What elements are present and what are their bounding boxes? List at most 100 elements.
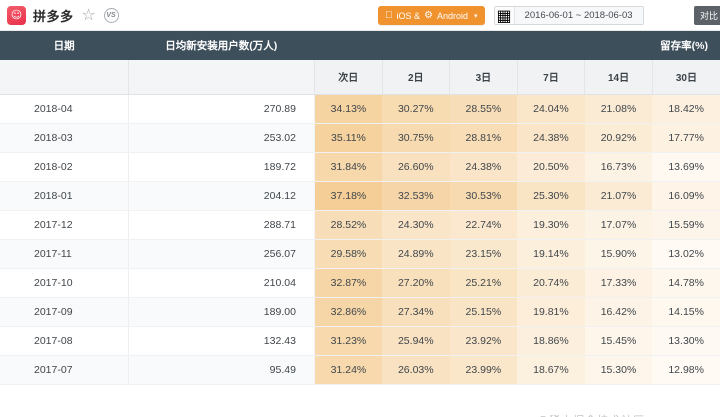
platform-select-button[interactable]:  iOS & ⚙ Android ▾ — [378, 6, 485, 25]
cell-installs: 270.89 — [128, 94, 315, 124]
table-sub-header-row: 次日 2日 3日 7日 14日 30日 — [0, 60, 720, 95]
table-row[interactable]: 2018-02 189.72 31.84% 26.60% 24.38% 20.50% 16.… — [0, 152, 720, 182]
table-row[interactable]: 2017-10 210.04 32.87% 27.20% 25.21% 20.74% 17.… — [0, 268, 720, 298]
table-row[interactable]: 2017-08 132.43 31.23% 25.94% 23.92% 18.86% 15.… — [0, 326, 720, 356]
cell-retention-次日: 32.87% — [314, 268, 382, 298]
table-row[interactable]: 2017-07 95.49 31.24% 26.03% 23.99% 18.67% 15.3… — [0, 355, 720, 385]
cell-retention-3日: 22.74% — [449, 210, 518, 240]
cell-retention-14日: 17.33% — [584, 268, 653, 298]
cell-retention-次日: 35.11% — [314, 123, 382, 153]
subheader-次日: 次日 — [314, 60, 383, 95]
header-installs: 日均新安装用户数(万人) — [128, 31, 315, 60]
table-row[interactable]: 2017-11 256.07 29.58% 24.89% 23.15% 19.14% 15.… — [0, 239, 720, 269]
cell-retention-2日: 30.75% — [382, 123, 450, 153]
date-range-value: 2016-06-01 ~ 2018-06-03 — [514, 7, 643, 24]
subheader-7日: 7日 — [517, 60, 586, 95]
cell-retention-30日: 13.02% — [652, 239, 720, 269]
cell-retention-3日: 28.81% — [449, 123, 518, 153]
cell-retention-次日: 31.24% — [314, 355, 382, 385]
favorite-star-icon[interactable]: ☆ — [81, 7, 96, 24]
cell-retention-7日: 19.14% — [517, 239, 585, 269]
cell-retention-30日: 13.69% — [652, 152, 720, 182]
cell-retention-次日: 32.86% — [314, 297, 382, 327]
cell-retention-7日: 20.50% — [517, 152, 585, 182]
table-row[interactable]: 2018-04 270.89 34.13% 30.27% 28.55% 24.04% 21.… — [0, 94, 720, 124]
cell-retention-30日: 17.77% — [652, 123, 720, 153]
app-name-label: 拼多多 — [33, 8, 74, 24]
logo-face-glyph: ☺ — [10, 8, 23, 22]
compare-button[interactable]: 对比 | 重 — [694, 5, 720, 25]
cell-retention-2日: 24.89% — [382, 239, 450, 269]
subheader-blank-date — [0, 60, 129, 95]
retention-table-container[interactable]: 日期 日均新安装用户数(万人) 留存率(%) 次日 2日 3日 7日 14日 30日 20… — [0, 31, 720, 417]
table-row[interactable]: 2017-09 189.00 32.86% 27.34% 25.15% 19.81% 16.… — [0, 297, 720, 327]
watermark-label: @稀土掘金技术社区 — [537, 412, 645, 417]
date-range-picker[interactable]: ▦ 2016-06-01 ~ 2018-06-03 — [493, 6, 644, 25]
cell-retention-3日: 28.55% — [449, 94, 518, 124]
cell-retention-30日: 16.09% — [652, 181, 720, 211]
cell-installs: 288.71 — [128, 210, 315, 240]
subheader-14日: 14日 — [584, 60, 653, 95]
cell-date: 2018-02 — [0, 152, 129, 182]
subheader-3日: 3日 — [449, 60, 518, 95]
header-date: 日期 — [0, 31, 129, 60]
subheader-blank-installs — [128, 60, 315, 95]
app-topbar: ☺ 拼多多 ☆ VS  iOS & ⚙ Android ▾ ▦ 2016-06… — [0, 0, 720, 31]
topbar-controls:  iOS & ⚙ Android ▾ ▦ 2016-06-01 ~ 2018-… — [378, 0, 644, 31]
cell-retention-2日: 30.27% — [382, 94, 450, 124]
cell-retention-14日: 21.08% — [584, 94, 653, 124]
cell-retention-30日: 14.15% — [652, 297, 720, 327]
android-icon: ⚙ — [416, 9, 433, 21]
app-logo-icon: ☺ — [7, 5, 26, 25]
cell-retention-14日: 15.90% — [584, 239, 653, 269]
cell-date: 2017-10 — [0, 268, 129, 298]
cell-retention-次日: 31.84% — [314, 152, 382, 182]
cell-retention-30日: 18.42% — [652, 94, 720, 124]
cell-date: 2017-11 — [0, 239, 129, 269]
calendar-icon: ▦ — [494, 7, 515, 25]
table-row[interactable]: 2018-01 204.12 37.18% 32.53% 30.53% 25.30% 21.… — [0, 181, 720, 211]
subheader-2日: 2日 — [382, 60, 451, 95]
cell-retention-次日: 34.13% — [314, 94, 382, 124]
cell-retention-7日: 18.67% — [517, 355, 585, 385]
cell-retention-3日: 25.15% — [449, 297, 518, 327]
table-head: 日期 日均新安装用户数(万人) 留存率(%) 次日 2日 3日 7日 14日 30日 — [0, 31, 720, 95]
cell-retention-14日: 15.30% — [584, 355, 653, 385]
cell-retention-7日: 24.38% — [517, 123, 585, 153]
apple-icon:  — [385, 10, 393, 21]
cell-retention-3日: 23.15% — [449, 239, 518, 269]
cell-retention-3日: 25.21% — [449, 268, 518, 298]
cell-installs: 253.02 — [128, 123, 315, 153]
cell-retention-30日: 14.78% — [652, 268, 720, 298]
platform-ios-label: iOS & — [389, 10, 421, 21]
cell-retention-2日: 27.34% — [382, 297, 450, 327]
app-identity: ☺ 拼多多 ☆ VS — [0, 5, 119, 25]
table-row[interactable]: 2018-03 253.02 35.11% 30.75% 28.81% 24.38% 20.… — [0, 123, 720, 153]
cell-retention-14日: 16.42% — [584, 297, 653, 327]
cell-retention-2日: 26.03% — [382, 355, 450, 385]
cell-retention-7日: 19.81% — [517, 297, 585, 327]
cell-retention-7日: 20.74% — [517, 268, 585, 298]
cell-retention-2日: 25.94% — [382, 326, 450, 356]
cell-installs: 189.72 — [128, 152, 315, 182]
cell-installs: 256.07 — [128, 239, 315, 269]
cell-retention-30日: 12.98% — [652, 355, 720, 385]
cell-retention-3日: 23.99% — [449, 355, 518, 385]
cell-retention-次日: 37.18% — [314, 181, 382, 211]
cell-date: 2017-12 — [0, 210, 129, 240]
chevron-down-icon: ▾ — [474, 12, 478, 20]
cell-retention-14日: 20.92% — [584, 123, 653, 153]
table-row[interactable]: 2017-12 288.71 28.52% 24.30% 22.74% 19.30% 17.… — [0, 210, 720, 240]
platform-android-label: Android — [429, 10, 468, 21]
cell-retention-3日: 30.53% — [449, 181, 518, 211]
vs-compare-icon[interactable]: VS — [103, 7, 119, 23]
retention-table: 日期 日均新安装用户数(万人) 留存率(%) 次日 2日 3日 7日 14日 30日 20… — [0, 31, 720, 385]
cell-retention-14日: 15.45% — [584, 326, 653, 356]
cell-date: 2017-08 — [0, 326, 129, 356]
cell-retention-2日: 24.30% — [382, 210, 450, 240]
cell-retention-30日: 15.59% — [652, 210, 720, 240]
subheader-30日: 30日 — [652, 60, 720, 95]
cell-retention-7日: 19.30% — [517, 210, 585, 240]
cell-retention-次日: 28.52% — [314, 210, 382, 240]
cell-date: 2018-03 — [0, 123, 129, 153]
